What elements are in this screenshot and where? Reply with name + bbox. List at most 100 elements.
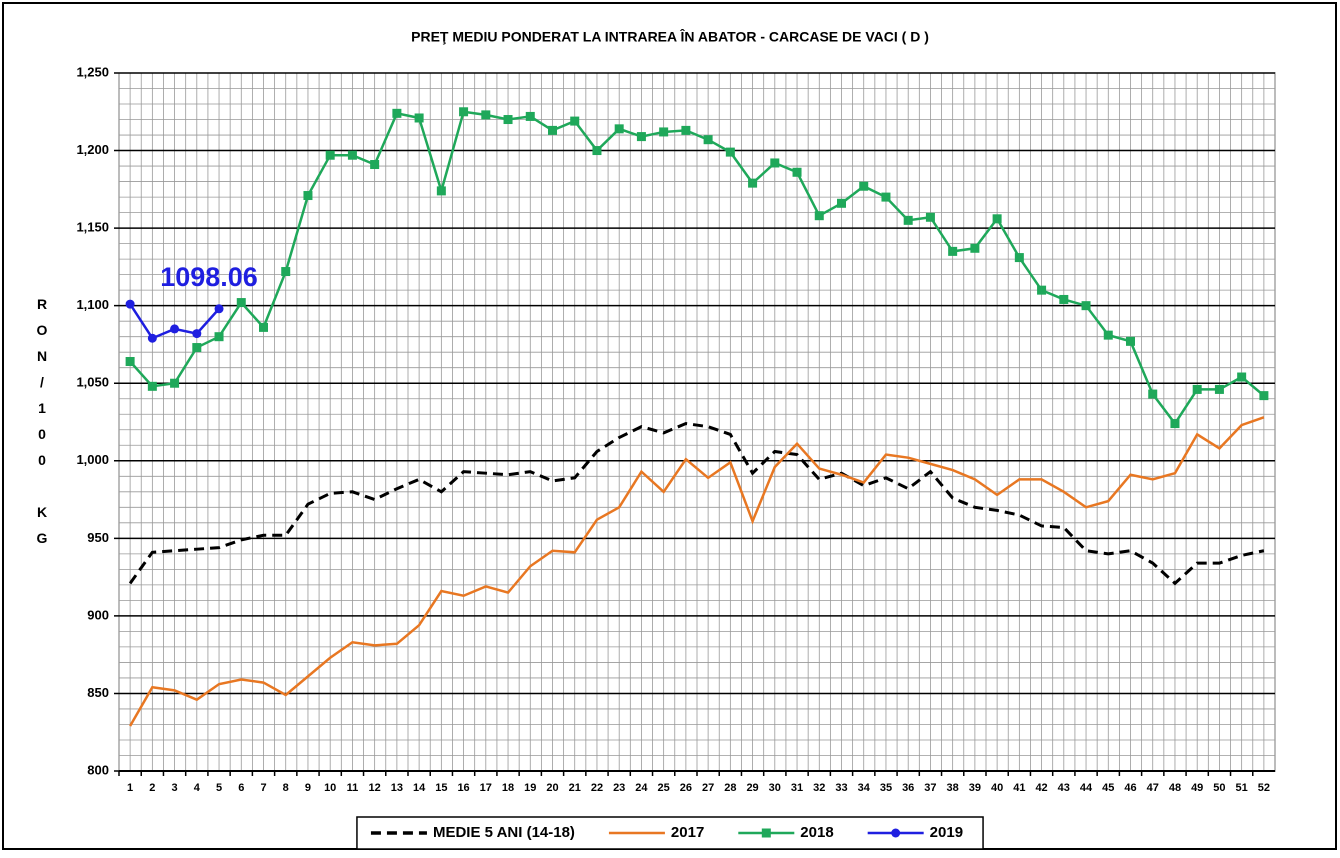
x-tick-label: 37 [924, 782, 936, 794]
point-marker [392, 108, 402, 118]
legend-marker [761, 828, 771, 838]
point-marker [236, 298, 246, 308]
x-tick-label: 33 [835, 782, 847, 794]
point-marker [170, 378, 180, 388]
point-marker [192, 343, 202, 353]
point-marker [125, 299, 135, 309]
point-marker [503, 115, 513, 125]
point-marker [1214, 384, 1224, 394]
x-tick-label: 14 [413, 782, 426, 794]
point-marker [1148, 389, 1158, 399]
x-tick-label: 18 [502, 782, 514, 794]
y-tick-label: 1,100 [76, 297, 109, 312]
x-tick-label: 2 [149, 782, 155, 794]
point-marker [548, 125, 557, 135]
point-marker [347, 150, 357, 160]
x-tick-label: 49 [1191, 782, 1203, 794]
x-tick-label: 51 [1236, 782, 1248, 794]
point-marker [1237, 372, 1247, 382]
x-tick-label: 50 [1213, 782, 1225, 794]
point-marker [1192, 384, 1202, 394]
legend-label: 2019 [930, 824, 963, 841]
x-tick-label: 41 [1013, 782, 1025, 794]
legend-label: MEDIE 5 ANI (14-18) [433, 824, 575, 841]
x-tick-label: 6 [238, 782, 244, 794]
legend-label: 2018 [800, 824, 833, 841]
point-marker [992, 214, 1002, 224]
x-tick-label: 26 [680, 782, 692, 794]
y-tick-label: 1,000 [76, 452, 109, 467]
point-marker [1059, 294, 1069, 304]
x-tick-label: 23 [613, 782, 625, 794]
point-marker [1103, 330, 1113, 340]
point-marker [259, 322, 268, 332]
series-line [128, 422, 1265, 586]
x-tick-label: 19 [524, 782, 536, 794]
point-marker [1126, 336, 1135, 346]
y-tick-label: 800 [87, 762, 109, 777]
x-tick-label: 15 [435, 782, 447, 794]
x-tick-label: 46 [1124, 782, 1136, 794]
point-marker [436, 186, 446, 196]
point-marker [214, 332, 224, 342]
point-marker [459, 107, 469, 117]
x-tick-label: 13 [391, 782, 403, 794]
x-tick-label: 52 [1258, 782, 1270, 794]
point-marker [792, 167, 802, 177]
point-marker [659, 127, 669, 137]
x-tick-label: 40 [991, 782, 1003, 794]
x-tick-label: 48 [1169, 782, 1181, 794]
x-tick-label: 34 [858, 782, 871, 794]
x-tick-label: 21 [569, 782, 581, 794]
x-tick-label: 31 [791, 782, 803, 794]
y-tick-label: 1,150 [76, 220, 109, 235]
x-tick-label: 17 [480, 782, 492, 794]
point-marker [281, 267, 291, 277]
x-tick-label: 7 [260, 782, 266, 794]
point-marker [303, 191, 313, 201]
point-marker [125, 357, 135, 367]
point-marker [1014, 253, 1024, 263]
x-tick-label: 3 [172, 782, 178, 794]
point-marker [1259, 391, 1269, 401]
annotation: 1098.06 [160, 262, 258, 292]
x-tick-label: 27 [702, 782, 714, 794]
x-tick-label: 25 [658, 782, 670, 794]
x-tick-label: 16 [457, 782, 469, 794]
x-tick-label: 43 [1058, 782, 1070, 794]
point-marker [1081, 301, 1091, 311]
x-tick-label: 5 [216, 782, 222, 794]
point-marker [725, 147, 735, 157]
point-marker [214, 304, 224, 314]
x-tick-label: 12 [369, 782, 381, 794]
series-line [129, 110, 1265, 426]
point-marker [859, 181, 869, 191]
point-marker [636, 132, 646, 142]
series-line [129, 416, 1265, 727]
point-marker [570, 116, 580, 126]
point-marker [948, 246, 958, 256]
point-marker [925, 212, 935, 222]
legend-marker [891, 828, 901, 838]
point-marker [614, 124, 624, 134]
point-marker [703, 135, 713, 145]
x-tick-label: 29 [746, 782, 758, 794]
point-marker [414, 113, 424, 123]
x-tick-label: 11 [347, 782, 359, 794]
point-marker [748, 178, 758, 188]
legend: MEDIE 5 ANI (14-18) 2017 2018 2019 [356, 816, 984, 850]
x-tick-label: 39 [969, 782, 981, 794]
x-tick-label: 24 [635, 782, 648, 794]
point-marker [814, 211, 824, 221]
point-marker [837, 198, 846, 208]
point-marker [192, 329, 202, 339]
y-tick-label: 850 [87, 685, 109, 700]
point-marker [681, 125, 691, 135]
point-marker [881, 192, 891, 202]
x-tick-label: 8 [283, 782, 289, 794]
point-marker [147, 333, 157, 343]
x-tick-label: 22 [591, 782, 603, 794]
point-marker [525, 111, 535, 121]
point-marker [370, 160, 380, 170]
